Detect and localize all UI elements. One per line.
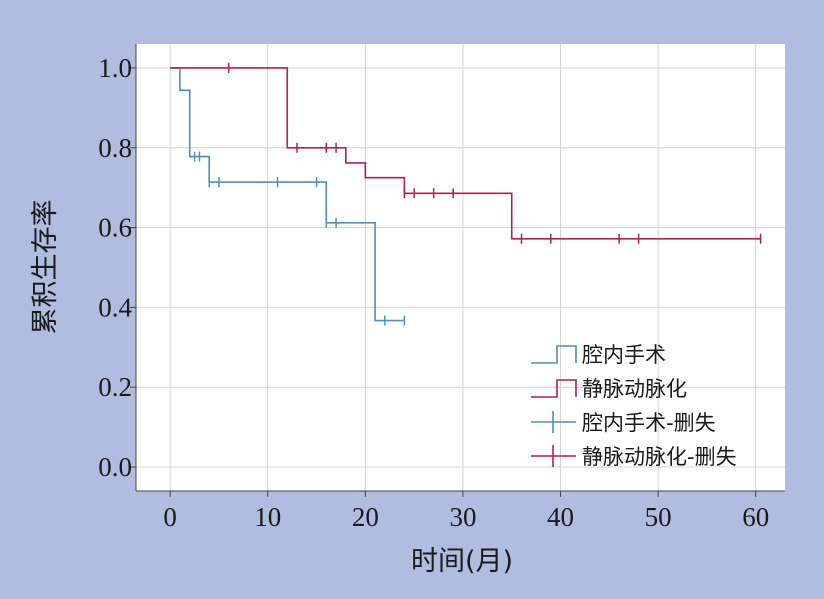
tick-layer: 0 10 20 30 40 50 60 0.0 0.2 0.4 0.6 0.8 1.0 <box>98 53 769 532</box>
y-tick-label: 0.4 <box>98 292 132 322</box>
x-tick-label: 50 <box>645 502 672 532</box>
y-tick-label: 0.0 <box>98 452 132 482</box>
series-line-2 <box>170 67 761 240</box>
x-tick-label: 60 <box>742 502 769 532</box>
y-tick-label: 0.8 <box>98 133 132 163</box>
legend-label: 静脉动脉化 <box>582 377 687 401</box>
x-axis-title: 时间(月) <box>411 546 513 577</box>
series-line-1 <box>170 67 405 322</box>
x-tick-label: 30 <box>449 502 476 532</box>
legend-label: 静脉动脉化-删失 <box>582 445 737 469</box>
y-axis-title: 累积生存率 <box>30 200 61 335</box>
legend-label: 腔内手术 <box>582 343 666 367</box>
legend-swatch-step <box>531 345 577 364</box>
x-tick-label: 40 <box>547 502 574 532</box>
y-tick-label: 0.6 <box>98 213 132 243</box>
grid-layer <box>136 44 785 491</box>
y-tick-label: 1.0 <box>98 53 132 83</box>
y-tick-label: 0.2 <box>98 372 132 402</box>
plot-area <box>136 44 785 491</box>
series-layer <box>170 62 762 326</box>
axis-layer <box>135 44 785 492</box>
legend-label: 腔内手术-删失 <box>582 411 716 435</box>
x-tick-label: 20 <box>352 502 379 532</box>
x-tick-label: 0 <box>163 502 177 532</box>
legend-swatch-step <box>531 379 577 398</box>
x-tick-label: 10 <box>254 502 281 532</box>
